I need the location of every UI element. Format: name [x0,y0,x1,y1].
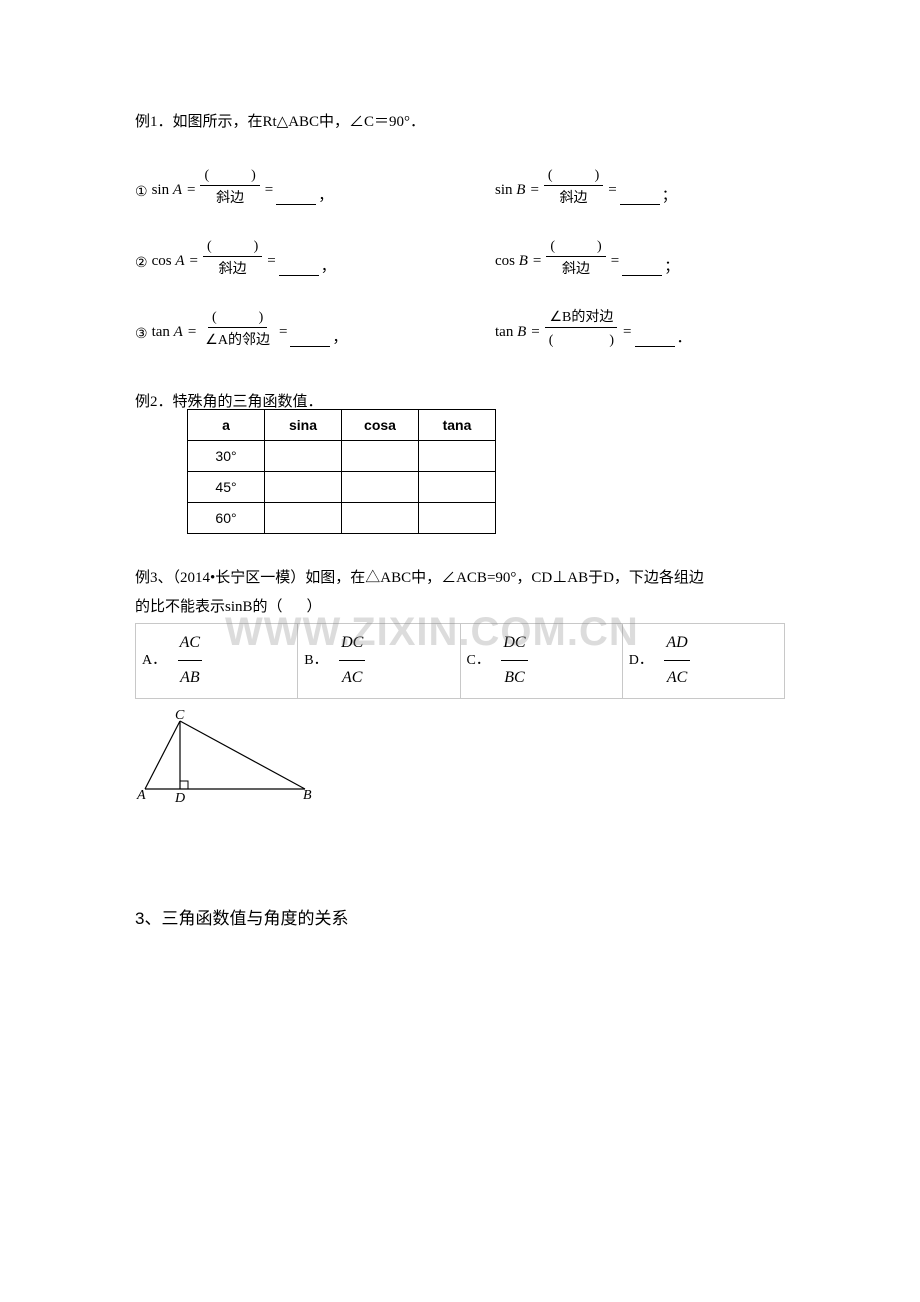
example3-line2: 的比不能表示sinB的（） [135,593,785,622]
trig-th-sina: sina [265,410,342,441]
formula-row-1: ① sin A = ( ) 斜边 = ， sin B = ( ) 斜边 = [135,164,785,207]
trig-table: a sina cosa tana 30° 45° 60° [187,409,496,534]
trig-table-header-row: a sina cosa tana [188,410,496,441]
circled-3: ③ [135,326,148,343]
example1-formulas: ① sin A = ( ) 斜边 = ， sin B = ( ) 斜边 = [135,164,785,349]
section-3-heading: 3、三角函数值与角度的关系 [135,904,785,929]
svg-text:A: A [136,788,146,803]
option-a: A． ACAB [136,624,298,699]
svg-text:B: B [303,788,312,803]
example2-row: 例2．特殊角的三角函数值． [135,384,785,411]
trig-th-cosa: cosa [342,410,419,441]
example2-rest: 特殊角的三角函数值． [173,394,323,410]
svg-text:D: D [174,791,185,804]
trig-th-tana: tana [419,410,496,441]
example1-title: 例1．如图所示，在Rt△ABC中，∠C＝90°． [135,110,785,134]
trig-row-45: 45° [188,472,496,503]
trig-row-60: 60° [188,503,496,534]
example2-label: 例2． [135,394,173,410]
circled-2: ② [135,255,148,272]
option-c: C． DCBC [460,624,622,699]
formula-row-2: ② cos A = ( ) 斜边 = ， cos B = ( ) 斜边 = [135,235,785,278]
svg-text:C: C [175,709,185,723]
example3-line1: 例3、（2014•长宁区一模）如图，在△ABC中，∠ACB=90°，CD⊥AB于… [135,564,785,593]
options-table: A． ACAB B． DCAC C． DCBC D． ADAC [135,623,785,699]
trig-th-a: a [188,410,265,441]
trig-row-30: 30° [188,441,496,472]
option-d: D． ADAC [622,624,784,699]
triangle-diagram: A B C D [135,709,785,815]
circled-1: ① [135,184,148,201]
formula-row-3: ③ tan A = ( ) ∠A的邻边 = ， tan B = ∠B的对边 ( … [135,306,785,349]
example3: 例3、（2014•长宁区一模）如图，在△ABC中，∠ACB=90°，CD⊥AB于… [135,564,785,814]
option-b: B． DCAC [298,624,460,699]
